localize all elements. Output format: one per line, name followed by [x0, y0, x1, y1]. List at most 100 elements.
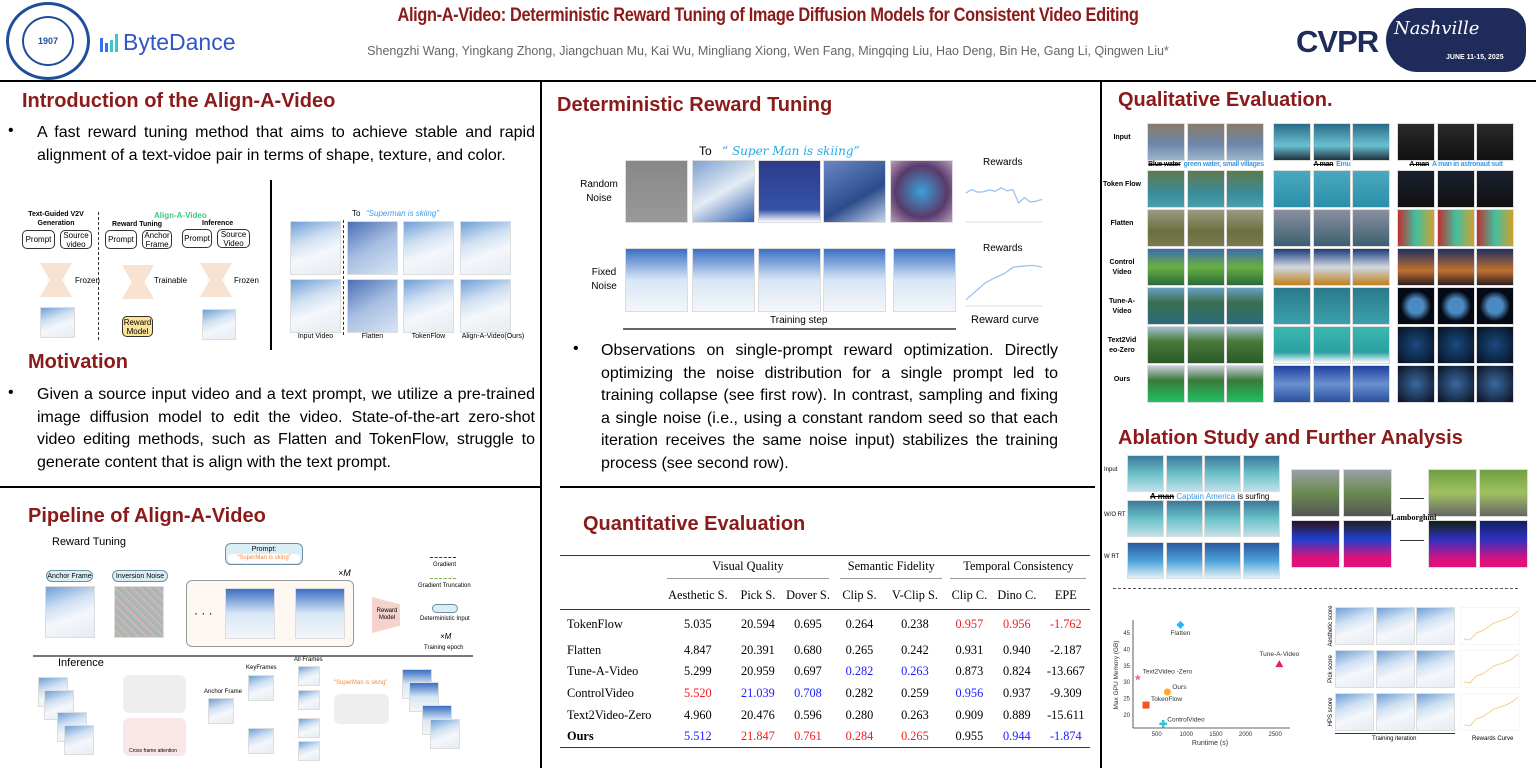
output-frame-image: [202, 309, 236, 340]
frame-image: [298, 666, 320, 686]
metric-value: -1.874: [1049, 728, 1082, 743]
qualitative-frame-image: [1352, 365, 1390, 403]
inversion-noise-image: [114, 586, 164, 638]
rewards-label: Rewards: [983, 243, 1023, 254]
qualitative-frame-image: [1226, 248, 1264, 286]
qualitative-frame-image: [1476, 287, 1514, 325]
table-row: ControlVideo 5.520 21.039 0.708 0.282 0.259 0.…: [560, 683, 1090, 705]
intro-heading: Introduction of the Align-A-Video: [22, 90, 336, 112]
bytedance-icon: [100, 33, 118, 52]
metric-value: 0.680: [794, 642, 822, 657]
column-header: Clip C.: [951, 588, 988, 603]
qualitative-frame-image: [1147, 326, 1185, 364]
inference-label: Inference: [202, 220, 234, 227]
times-m-label: ×M: [338, 568, 351, 578]
metric-value: 20.391: [741, 642, 775, 657]
prompt-text: “SuperMan is sking”: [228, 554, 300, 563]
training-step-arrow: [623, 328, 956, 330]
qualitative-caption: A man Emu: [1267, 161, 1397, 168]
row-label: Token Flow: [1103, 181, 1141, 188]
bullet-icon: •: [8, 122, 14, 139]
group-temporal-consistency: Temporal Consistency: [950, 559, 1087, 580]
score-label: HPS score: [1328, 697, 1334, 727]
method-name: Flatten: [567, 642, 602, 657]
ellipsis: · · ·: [194, 606, 213, 620]
point-marker: ✚: [1159, 720, 1168, 731]
gradient-legend-icon: [430, 557, 456, 558]
fixed-noise-label: Fixed Noise: [591, 267, 617, 292]
metric-value: 0.264: [845, 617, 874, 632]
x-tick-label: 2000: [1239, 732, 1253, 738]
metric-value: 0.957: [955, 617, 984, 632]
random-reward-chart: [965, 186, 1042, 223]
x-axis-label: Runtime (s): [1192, 740, 1228, 747]
runtime-memory-scatter: 500 1000 1500 2000 2500 20 25 30 35 40 45 Runtime (…: [1113, 620, 1300, 747]
qualitative-caption: Blue water green water, small villages: [1141, 161, 1271, 168]
metric-value: 0.944: [1003, 728, 1031, 743]
qualitative-frame-image: [1226, 209, 1264, 247]
qualitative-frame-image: [1273, 170, 1311, 208]
ablation-frame-image: [1204, 500, 1241, 537]
metric-value: 0.265: [901, 728, 929, 743]
y-tick-label: 40: [1123, 647, 1130, 653]
score-frame-image: [1416, 650, 1455, 688]
table-row: Ours 5.512 21.847 0.761 0.284 0.265 0.955 0.944…: [560, 726, 1090, 748]
qualitative-frame-image: [1186, 365, 1225, 403]
random-noise-image: [823, 160, 886, 223]
row-label: Control Video: [1109, 259, 1135, 276]
anchor-frame-image: [208, 698, 234, 724]
source-video-box: Source video: [60, 230, 92, 249]
column-header: Dino C.: [997, 588, 1037, 603]
point-marker: [1142, 701, 1150, 709]
point-marker: [1176, 620, 1185, 629]
qualitative-frame-image: [1397, 248, 1435, 286]
motivation-bullet: Given a source input video and a text pr…: [37, 386, 535, 471]
quantitative-table: Visual Quality Semantic Fidelity Tempora…: [560, 555, 1090, 748]
qualitative-frame-image: [1476, 248, 1514, 286]
qualitative-frame-image: [1312, 248, 1351, 286]
metric-value: 0.824: [1003, 664, 1031, 679]
qualitative-frame-image: [1226, 326, 1264, 364]
fixed-noise-image: [823, 248, 886, 312]
qualitative-frame-image: [1226, 287, 1264, 325]
caption-old: A man: [1150, 492, 1175, 501]
table-group-header: Visual Quality Semantic Fidelity Tempora…: [560, 555, 1090, 583]
qualitative-frame-image: [1312, 365, 1351, 403]
output-frame-image: [40, 307, 75, 338]
truncation-legend-icon: [430, 578, 456, 579]
reward-curve-chart: [1460, 607, 1520, 645]
ablation-frame-image: [1242, 542, 1280, 579]
legend-epoch: Training epoch: [424, 645, 464, 651]
quantitative-heading: Quantitative Evaluation: [583, 513, 806, 535]
score-frame-image: [1335, 693, 1374, 731]
point-ours: [1163, 688, 1171, 696]
score-frame-image: [1376, 650, 1415, 688]
rewards-curve-label: Rewards Curve: [1472, 736, 1514, 742]
metric-value: 0.873: [955, 664, 984, 679]
metric-value: -1.762: [1049, 617, 1082, 632]
det-to-label: To: [699, 144, 712, 158]
qualitative-frame-image: [1352, 170, 1390, 208]
inference-title: Inference: [58, 657, 104, 669]
fixed-reward-chart: [965, 264, 1042, 307]
row-label: Tune-A-Video: [1109, 298, 1135, 315]
comparison-frame-image: [460, 279, 511, 333]
tongji-logo: 1907: [6, 2, 90, 80]
metric-value: 0.280: [845, 707, 874, 722]
method-name: Text2Video-Zero: [567, 707, 652, 722]
point-label: Tune-A-Video: [1259, 651, 1299, 658]
keyframes-label: KeyFrames: [246, 665, 277, 671]
car-image: [1479, 520, 1528, 568]
unet-block: [334, 694, 389, 724]
row-label: Text2Vid eo-Zero: [1107, 337, 1137, 354]
bytedance-text: ByteDance: [123, 29, 236, 55]
qualitative-frame-image: [1312, 326, 1351, 364]
authors: Shengzhi Wang, Yingkang Zhong, Jiangchua…: [367, 44, 1169, 58]
anchor-frame-image: [45, 586, 95, 638]
bullet-icon: •: [573, 340, 579, 357]
prompt-box: Prompt: “SuperMan is sking”: [225, 543, 303, 565]
qualitative-frame-image: [1226, 170, 1264, 208]
fixed-noise-image: [692, 248, 755, 312]
reward-curve-label: Reward curve: [971, 314, 1039, 326]
qualitative-frame-image: [1397, 209, 1435, 247]
